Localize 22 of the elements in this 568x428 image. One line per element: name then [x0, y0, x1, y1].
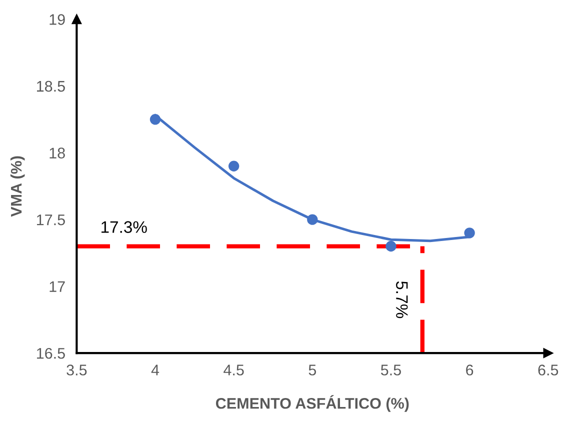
point [228, 160, 240, 172]
x-tick-label: 3.5 [66, 364, 87, 376]
ref-line-label: 5.7% [396, 281, 408, 318]
point [386, 240, 396, 252]
x-tick-label: 6 [466, 364, 474, 376]
y-tick-label: 17.5 [37, 214, 65, 226]
y-tick-label: 16.5 [37, 348, 65, 359]
y-tick-label: 18.5 [37, 80, 65, 92]
x-tick-label: 5.5 [380, 364, 401, 376]
x-tick-label: 4.5 [224, 364, 244, 376]
y-tick-label: 18 [50, 148, 65, 158]
y-axis-title: VMA (%) [10, 156, 25, 217]
x-axis-title: CEMENTO ASFÁLTICO (%) [216, 395, 409, 412]
y-tick-label: 17 [50, 281, 65, 292]
x-tick-label: 5 [308, 364, 316, 376]
point [150, 114, 161, 125]
point [464, 228, 475, 238]
y-tick-label: 19 [50, 14, 65, 25]
ref-line-label: 17.3% [102, 221, 147, 233]
x-tick-label: 4 [151, 364, 160, 376]
x-tick-label: 6.5 [538, 364, 558, 376]
point [307, 214, 318, 225]
